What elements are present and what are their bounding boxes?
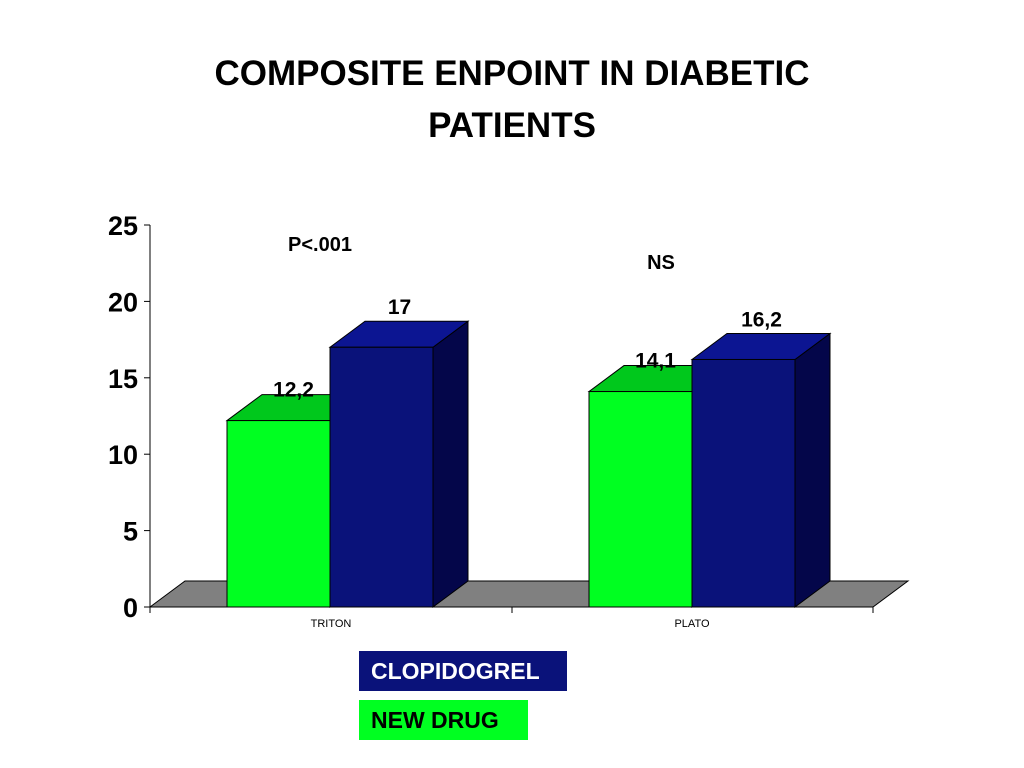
legend-label-new-drug: NEW DRUG: [371, 706, 499, 733]
y-tick-label: 10: [108, 440, 138, 470]
x-tick-label: TRITON: [311, 618, 352, 630]
bar-chart: 0 5 10 15 20 25 TRITON PLATO 12,2 17 14,1 16,2 P<.00…: [108, 211, 910, 630]
chart-title: COMPOSITE ENPOINT IN DIABETIC PATIENTS: [214, 54, 810, 145]
legend-label-clopidogrel: CLOPIDOGREL: [371, 657, 540, 684]
data-label: 17: [388, 296, 411, 319]
legend-item-clopidogrel: CLOPIDOGREL: [359, 651, 567, 691]
x-tick-label: PLATO: [674, 618, 709, 630]
bar: [329, 346, 434, 608]
y-tick-label: 15: [108, 364, 138, 394]
bar-side: [432, 320, 469, 608]
bar: [226, 420, 331, 608]
annotation-p-value: P<.001: [288, 234, 352, 256]
data-label: 14,1: [635, 350, 676, 373]
bar: [691, 358, 796, 608]
y-tick-label: 25: [108, 211, 138, 241]
data-label: 12,2: [273, 379, 314, 402]
y-tick-label: 5: [123, 517, 138, 547]
data-label: 16,2: [741, 308, 782, 331]
bar-side: [794, 332, 831, 608]
annotation-ns: NS: [647, 252, 675, 274]
y-tick-label: 0: [123, 593, 138, 623]
y-tick-label: 20: [108, 287, 138, 317]
bar: [588, 391, 693, 608]
legend-item-new-drug: NEW DRUG: [359, 700, 528, 740]
